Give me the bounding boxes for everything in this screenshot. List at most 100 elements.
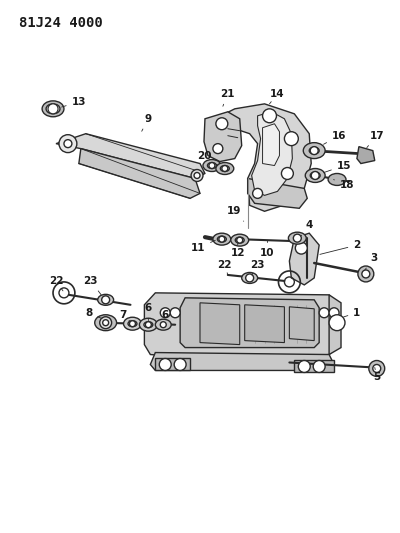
Circle shape <box>64 140 72 148</box>
Circle shape <box>222 166 228 172</box>
Polygon shape <box>210 104 311 211</box>
Polygon shape <box>56 134 205 179</box>
Circle shape <box>48 104 58 114</box>
Ellipse shape <box>208 163 216 168</box>
Text: 20: 20 <box>197 151 218 166</box>
Circle shape <box>213 144 223 154</box>
Polygon shape <box>252 112 292 196</box>
Circle shape <box>59 135 77 152</box>
Circle shape <box>159 359 171 370</box>
Circle shape <box>103 320 109 326</box>
Polygon shape <box>357 147 375 164</box>
Circle shape <box>362 270 370 278</box>
Ellipse shape <box>309 147 319 154</box>
Text: 22: 22 <box>49 276 63 291</box>
Polygon shape <box>289 307 314 341</box>
Circle shape <box>284 132 298 146</box>
Circle shape <box>194 173 200 179</box>
Text: 11: 11 <box>191 240 215 253</box>
Text: 21: 21 <box>220 89 235 106</box>
Ellipse shape <box>95 315 116 330</box>
Circle shape <box>209 163 215 168</box>
Text: 1: 1 <box>344 308 360 318</box>
Polygon shape <box>155 358 190 370</box>
Text: 14: 14 <box>270 89 285 104</box>
Text: 18: 18 <box>334 180 354 190</box>
Polygon shape <box>204 112 242 161</box>
Ellipse shape <box>220 166 229 172</box>
Text: 23: 23 <box>250 260 265 275</box>
Ellipse shape <box>42 101 64 117</box>
Circle shape <box>191 169 203 181</box>
Circle shape <box>130 321 136 327</box>
Circle shape <box>293 234 301 242</box>
Ellipse shape <box>128 321 137 327</box>
Polygon shape <box>329 295 341 354</box>
Circle shape <box>319 308 329 318</box>
Ellipse shape <box>303 143 325 158</box>
Polygon shape <box>79 149 200 198</box>
Text: 5: 5 <box>373 367 380 382</box>
Polygon shape <box>144 293 337 365</box>
Text: 6: 6 <box>161 310 169 322</box>
Text: 10: 10 <box>260 241 275 258</box>
Text: 7: 7 <box>119 310 130 322</box>
Circle shape <box>237 237 243 243</box>
Circle shape <box>373 365 381 373</box>
Text: 3: 3 <box>365 253 378 270</box>
Ellipse shape <box>155 319 171 330</box>
Polygon shape <box>245 305 284 343</box>
Ellipse shape <box>235 237 244 243</box>
Circle shape <box>262 109 276 123</box>
Ellipse shape <box>203 159 221 172</box>
Circle shape <box>160 322 166 328</box>
Text: 6: 6 <box>145 303 152 321</box>
Ellipse shape <box>46 104 60 114</box>
Polygon shape <box>294 360 334 373</box>
Ellipse shape <box>216 163 234 174</box>
Circle shape <box>311 172 319 180</box>
Circle shape <box>219 236 225 242</box>
Ellipse shape <box>144 322 153 328</box>
Circle shape <box>369 360 385 376</box>
Circle shape <box>310 147 318 155</box>
Circle shape <box>102 296 110 304</box>
Ellipse shape <box>288 232 306 244</box>
Text: 4: 4 <box>301 220 313 236</box>
Ellipse shape <box>217 236 226 242</box>
Text: 12: 12 <box>230 243 245 258</box>
Text: 17: 17 <box>367 131 384 148</box>
Circle shape <box>282 167 293 180</box>
Polygon shape <box>262 124 280 166</box>
Ellipse shape <box>124 317 142 330</box>
Text: 8: 8 <box>85 308 102 319</box>
Text: 22: 22 <box>218 260 232 275</box>
Text: 19: 19 <box>226 206 244 221</box>
Text: 23: 23 <box>84 276 101 295</box>
Text: 9: 9 <box>142 114 152 131</box>
Polygon shape <box>150 352 333 370</box>
Ellipse shape <box>98 294 114 305</box>
Circle shape <box>216 118 228 130</box>
Polygon shape <box>200 303 240 345</box>
Circle shape <box>246 274 254 282</box>
Ellipse shape <box>328 173 346 185</box>
Circle shape <box>160 308 170 318</box>
Polygon shape <box>248 179 307 208</box>
Circle shape <box>170 308 180 318</box>
Polygon shape <box>180 298 319 348</box>
Ellipse shape <box>140 318 157 331</box>
Ellipse shape <box>305 168 325 182</box>
Circle shape <box>329 308 339 318</box>
Text: 81J24 4000: 81J24 4000 <box>19 17 103 30</box>
Circle shape <box>313 360 325 373</box>
Circle shape <box>100 317 112 329</box>
Circle shape <box>329 315 345 330</box>
Circle shape <box>298 360 310 373</box>
Ellipse shape <box>310 172 320 179</box>
Text: 13: 13 <box>62 97 86 107</box>
Text: 15: 15 <box>324 160 351 173</box>
Circle shape <box>253 188 262 198</box>
Circle shape <box>145 322 151 328</box>
Text: 2: 2 <box>320 240 360 254</box>
